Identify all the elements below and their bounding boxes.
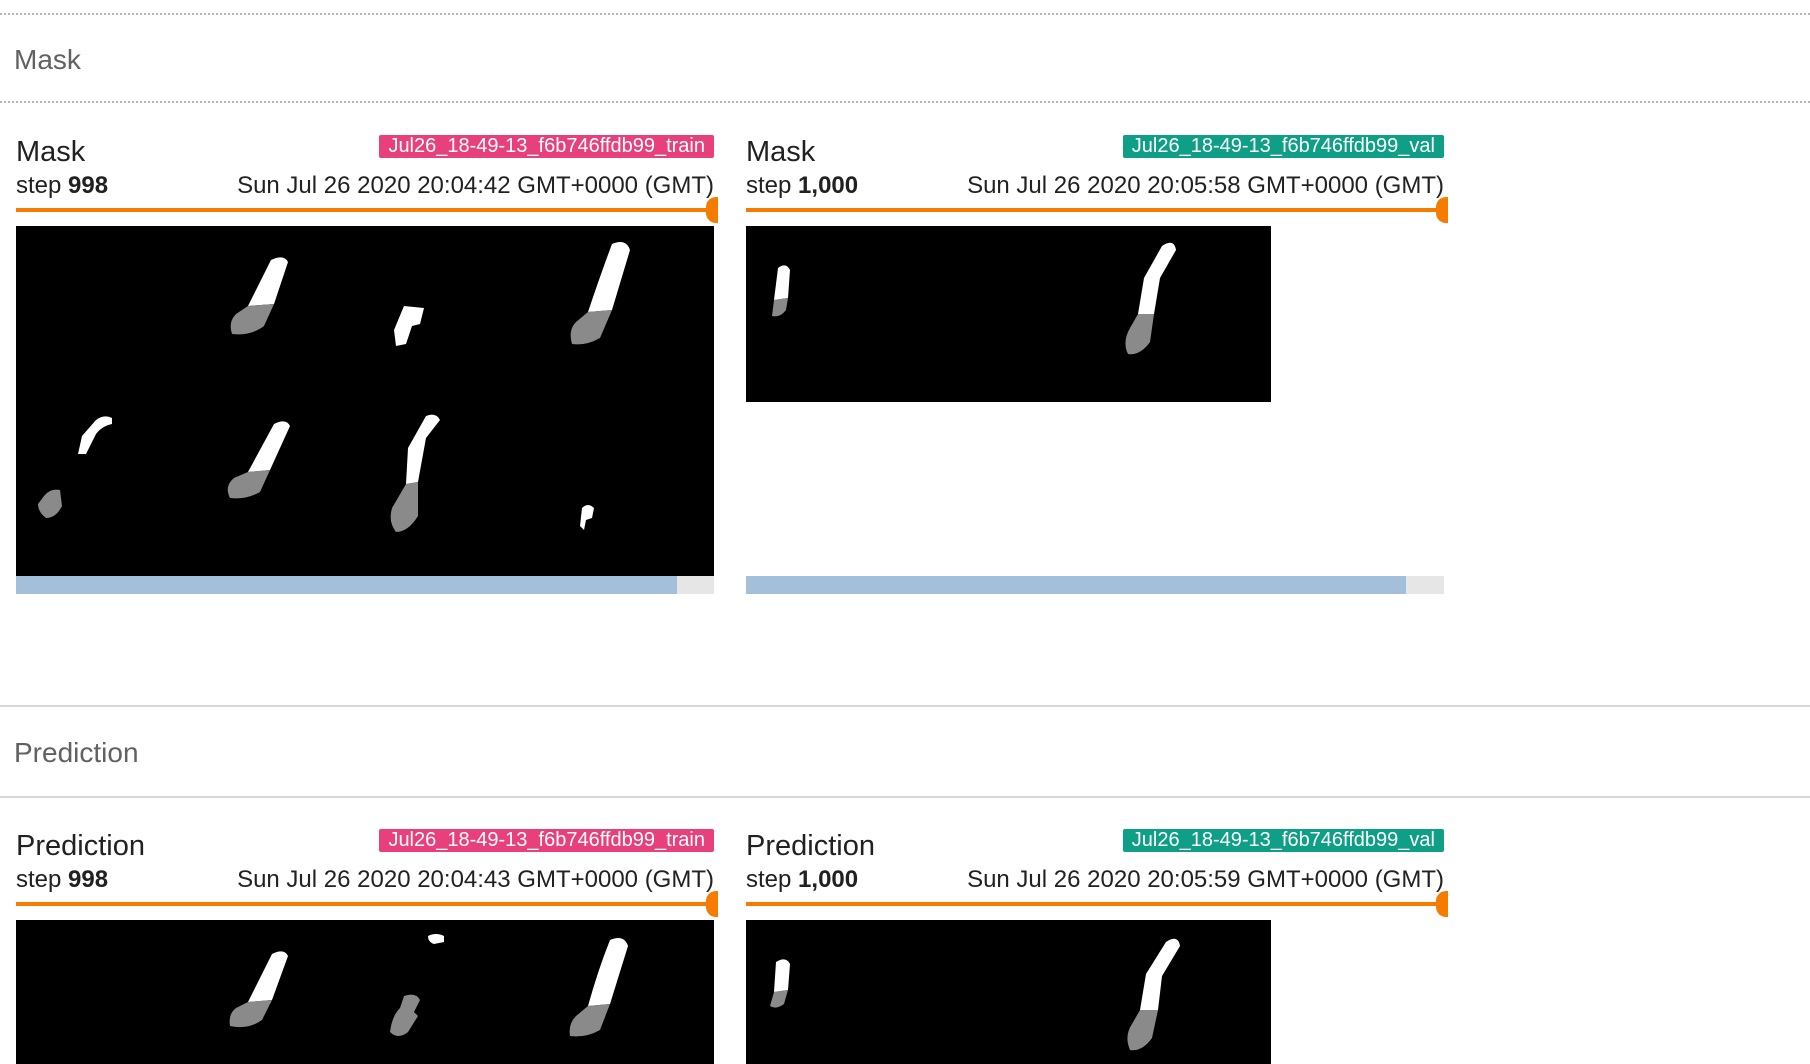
step-slider[interactable] (746, 891, 1448, 917)
step-slider[interactable] (16, 891, 718, 917)
image-card-prediction-train: Prediction Jul26_18-49-13_f6b746ffdb99_t… (14, 829, 718, 1064)
divider (0, 101, 1810, 103)
mask-image (16, 226, 714, 576)
image-grid (16, 226, 714, 576)
section-header-prediction[interactable]: Prediction (14, 737, 139, 768)
image-card-mask-train: Mask Jul26_18-49-13_f6b746ffdb99_train s… (14, 135, 718, 596)
prediction-image (746, 920, 1271, 1064)
timestamp: Sun Jul 26 2020 20:04:42 GMT+0000 (GMT) (237, 172, 714, 199)
image-grid (746, 226, 1271, 402)
step-label: step 1,000 (746, 172, 858, 200)
run-badge: Jul26_18-49-13_f6b746ffdb99_train (379, 829, 714, 852)
image-grid (746, 920, 1271, 1064)
step-value: 1,000 (798, 866, 859, 893)
image-card-prediction-val: Prediction Jul26_18-49-13_f6b746ffdb99_v… (744, 829, 1448, 1064)
step-label: step 998 (16, 866, 108, 894)
slider-handle[interactable] (1436, 197, 1448, 223)
step-value: 998 (68, 866, 109, 893)
timestamp: Sun Jul 26 2020 20:05:59 GMT+0000 (GMT) (967, 866, 1444, 893)
run-badge: Jul26_18-49-13_f6b746ffdb99_val (1122, 829, 1444, 852)
card-title: Mask (16, 136, 86, 168)
step-value: 998 (68, 172, 109, 199)
card-title: Mask (746, 136, 816, 168)
step-value: 1,000 (798, 172, 859, 199)
divider (0, 705, 1810, 707)
step-prefix: step (746, 172, 792, 199)
timestamp: Sun Jul 26 2020 20:05:58 GMT+0000 (GMT) (967, 172, 1444, 199)
step-label: step 1,000 (746, 866, 858, 894)
step-slider[interactable] (16, 197, 718, 223)
step-prefix: step (746, 866, 792, 893)
horizontal-scrollbar[interactable] (746, 576, 1444, 594)
card-title: Prediction (746, 830, 875, 862)
divider (0, 13, 1810, 15)
divider (0, 796, 1810, 798)
slider-handle[interactable] (706, 891, 718, 917)
image-card-mask-val: Mask Jul26_18-49-13_f6b746ffdb99_val ste… (744, 135, 1448, 596)
horizontal-scrollbar[interactable] (16, 576, 714, 594)
timestamp: Sun Jul 26 2020 20:04:43 GMT+0000 (GMT) (237, 866, 714, 893)
run-badge: Jul26_18-49-13_f6b746ffdb99_val (1122, 135, 1444, 158)
scrollbar-thumb[interactable] (746, 576, 1406, 594)
step-prefix: step (16, 172, 62, 199)
section-header-mask[interactable]: Mask (14, 44, 81, 75)
prediction-image (16, 920, 714, 1064)
scrollbar-thumb[interactable] (16, 576, 677, 594)
run-badge: Jul26_18-49-13_f6b746ffdb99_train (379, 135, 714, 158)
step-slider[interactable] (746, 197, 1448, 223)
slider-handle[interactable] (1436, 891, 1448, 917)
slider-handle[interactable] (706, 197, 718, 223)
image-grid (16, 920, 714, 1064)
step-label: step 998 (16, 172, 108, 200)
card-title: Prediction (16, 830, 145, 862)
step-prefix: step (16, 866, 62, 893)
mask-image (746, 226, 1271, 402)
